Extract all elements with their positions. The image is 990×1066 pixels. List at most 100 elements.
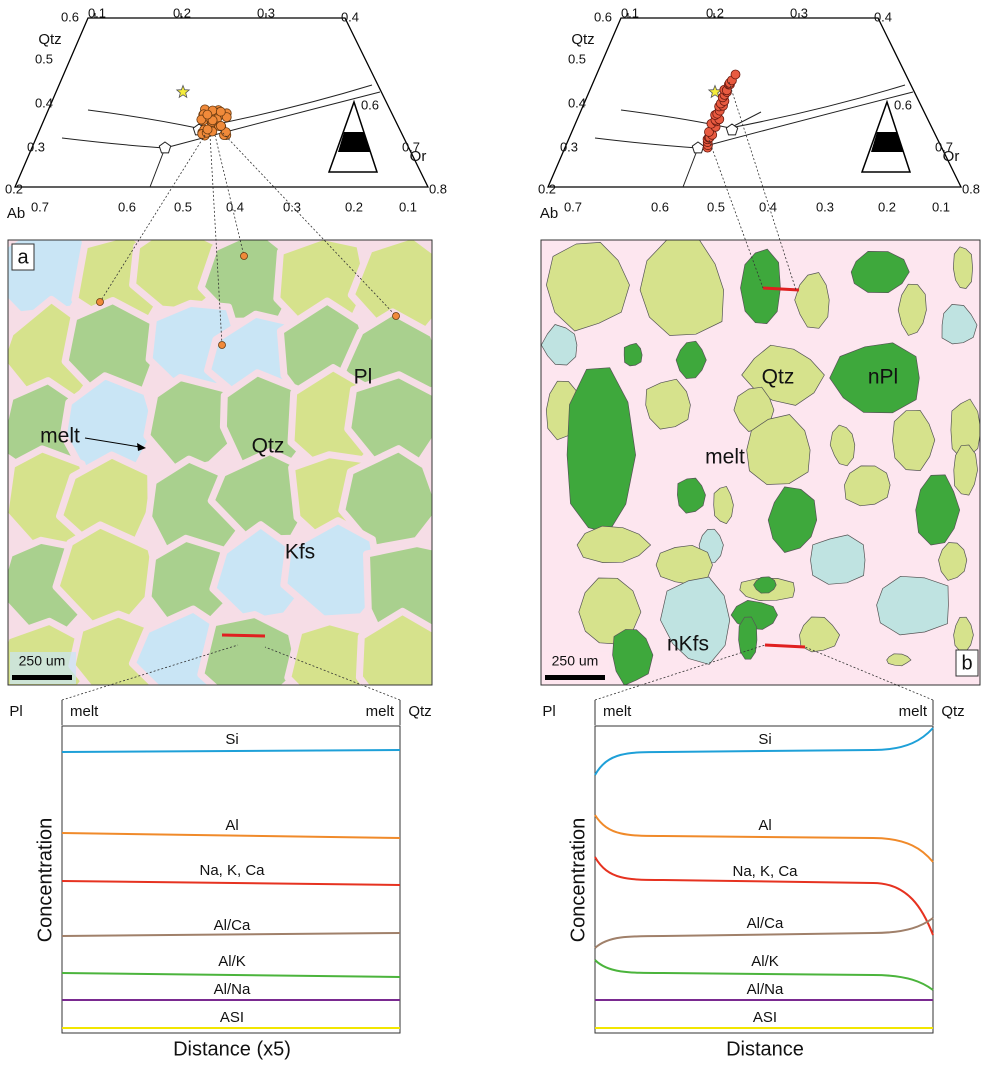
transect: [221, 633, 266, 638]
profile-curve: [61, 972, 401, 978]
cotectic-line: [594, 91, 914, 149]
cotectic-line: [682, 147, 699, 188]
curve-label: Na, K, Ca: [199, 862, 265, 879]
zone-label: melt: [366, 703, 395, 720]
tick-label: 0.1: [399, 199, 417, 214]
tick-label: 0.5: [35, 51, 53, 66]
composition-point: [215, 106, 226, 117]
grain: [844, 465, 891, 507]
projection-line: [61, 644, 239, 701]
profile-frame: [594, 725, 934, 1034]
map-border: [540, 239, 981, 686]
phase-label: Pl: [354, 366, 373, 389]
y-axis-label: Concentration: [567, 818, 589, 943]
grain: [799, 616, 840, 653]
grain: [355, 607, 432, 685]
tick-label: 0.2: [538, 181, 556, 196]
ab-label: Ab: [7, 205, 25, 222]
grain: [645, 378, 691, 430]
projection-line: [214, 134, 245, 257]
arrow-head: [137, 443, 146, 451]
grain: [546, 242, 630, 332]
tick-label: 0.5: [174, 199, 192, 214]
zone-label: melt: [603, 703, 632, 720]
melt-arrow: [84, 437, 141, 448]
cotectic-line: [149, 147, 166, 188]
ternary-frame: [14, 17, 430, 188]
tick-label: 0.6: [118, 199, 136, 214]
tick-label: 0.8: [429, 181, 447, 196]
phase-label: melt: [705, 446, 745, 469]
phase-map: [541, 240, 980, 685]
grain: [280, 517, 386, 623]
x-axis-label: Distance (x5): [173, 1038, 291, 1060]
tick-label: 0.4: [759, 199, 777, 214]
tick-label: 0.1: [932, 199, 950, 214]
scale-bar: [545, 675, 605, 680]
phase-label: Qtz: [941, 703, 964, 720]
profile-curve: [594, 856, 934, 936]
profile-curve: [594, 959, 934, 991]
grain: [746, 414, 811, 485]
panel: 0.6 0.1 0.2 0.3 0.4 0.5 0.4 0.3 0.2 0.6 0.7 0.8 0.7 0…: [538, 5, 981, 1060]
tick-label: 0.5: [568, 51, 586, 66]
tick-label: 0.3: [816, 199, 834, 214]
grain: [897, 283, 927, 336]
phase-map: [8, 240, 432, 685]
grain: [612, 629, 654, 685]
grain: [794, 272, 830, 329]
ternary-frame: [547, 17, 963, 188]
tick-label: 0.4: [341, 9, 359, 24]
tick-label: 0.2: [878, 199, 896, 214]
tick-label: 0.5: [707, 199, 725, 214]
composition-point: [730, 69, 741, 80]
grain: [753, 576, 777, 594]
curve-label: Al/K: [218, 953, 246, 970]
grain: [639, 240, 724, 336]
tick-label: 0.4: [568, 95, 586, 110]
profile-curve: [61, 832, 401, 839]
curve-label: Si: [225, 731, 238, 748]
projection-line: [219, 129, 397, 317]
tick-label: 0.8: [962, 181, 980, 196]
zone-label: melt: [899, 703, 928, 720]
tick-label: 0.4: [35, 95, 53, 110]
curve-label: Si: [758, 731, 771, 748]
curve-label: Na, K, Ca: [732, 863, 798, 880]
y-axis-label: Concentration: [34, 818, 56, 943]
star-marker: [175, 84, 191, 99]
grain: [915, 474, 961, 546]
phase-label: nPl: [868, 366, 898, 389]
composition-point: [216, 121, 226, 131]
grain: [829, 424, 856, 467]
grain: [953, 616, 974, 652]
triangle-band: [338, 132, 370, 152]
grain: [876, 575, 949, 636]
profile-curve: [61, 880, 401, 886]
cotectic-line: [61, 91, 381, 149]
profile-curve: [594, 727, 934, 776]
projection-line: [594, 644, 766, 701]
panel-label: b: [961, 652, 972, 674]
map-point: [218, 341, 226, 349]
tick-label: 0.4: [874, 9, 892, 24]
grain: [677, 477, 706, 514]
grain: [829, 342, 920, 414]
profile-curve: [594, 814, 934, 863]
apex-label: Qtz: [571, 31, 594, 48]
panel-label-box: [955, 649, 979, 677]
profile-curve: [61, 932, 401, 937]
cotectic-line: [87, 84, 373, 129]
cotectic-line: [620, 84, 906, 129]
scale-bar-label: 250 um: [19, 653, 66, 669]
tick-label: 0.3: [560, 139, 578, 154]
tick-label: 0.6: [894, 97, 912, 112]
panel-label: a: [17, 246, 29, 268]
projection-line: [728, 81, 797, 291]
or-label: Or: [410, 148, 427, 165]
tick-label: 0.2: [706, 5, 724, 20]
panel: 0.6 0.1 0.2 0.3 0.4 0.5 0.4 0.3 0.2 0.6 0.7 0.8 0.7 0…: [5, 5, 447, 1060]
composition-point: [202, 124, 213, 135]
profile-curve: [61, 749, 401, 753]
profile-curve: [594, 917, 934, 949]
